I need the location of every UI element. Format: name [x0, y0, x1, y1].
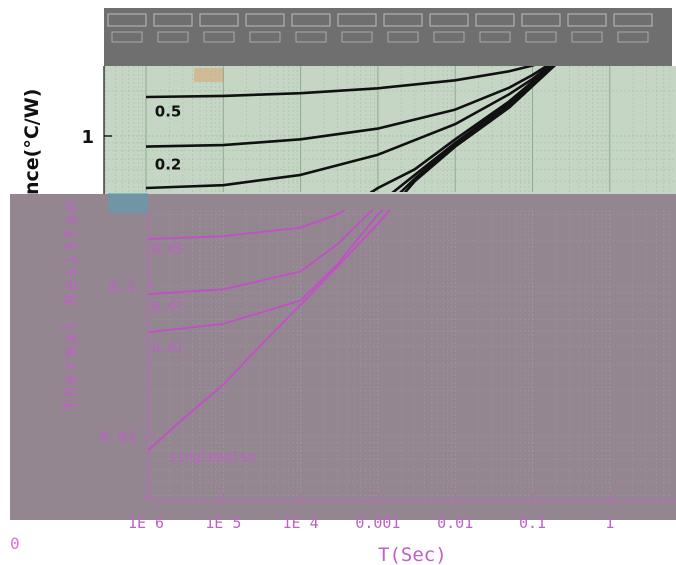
header-texture-block	[107, 13, 147, 27]
series-label: 0.5	[155, 102, 182, 120]
series-label: 0.01	[152, 342, 183, 357]
header-texture-block	[613, 13, 653, 27]
series-label: 0.07	[152, 300, 183, 315]
bottom-top-band	[148, 194, 676, 210]
y-axis-label-top: nce(°C/W)	[21, 89, 43, 195]
header-texture-block	[479, 31, 511, 43]
series-label: 0.2	[155, 155, 182, 173]
header-texture-block	[111, 31, 143, 43]
corner-label: 0	[10, 534, 20, 553]
header-texture-block	[475, 13, 515, 27]
x-tick-label: 0.001	[355, 514, 400, 532]
curve-top-0-07	[391, 66, 554, 192]
y-axis-label-bottom: Thermal Resistan	[61, 198, 81, 410]
header-texture-block	[571, 31, 603, 43]
artifact-block	[194, 68, 224, 82]
curve-top-series-2	[145, 66, 552, 190]
header-texture-block	[429, 13, 469, 27]
series-label: singlepulse	[169, 450, 255, 465]
top-plot-background	[104, 66, 676, 194]
header-texture-block	[525, 31, 557, 43]
artifact-block	[108, 193, 148, 213]
x-tick-label: 0.1	[519, 514, 546, 532]
header-texture-block	[245, 13, 285, 27]
header-texture-block	[153, 13, 193, 27]
curve-bottom-0-01	[148, 210, 384, 334]
header-texture-block	[199, 13, 239, 27]
curve-bottom-0-07	[148, 210, 374, 296]
curve-top-0-5	[145, 66, 536, 99]
header-texture-block	[337, 13, 377, 27]
header-texture-block	[291, 13, 331, 27]
curve-bottom-0-05	[148, 210, 346, 241]
y-tick-label-top: 1	[81, 127, 94, 148]
header-texture-block	[387, 31, 419, 43]
header-texture-block	[521, 13, 561, 27]
x-tick-label: 0.01	[437, 514, 473, 532]
header-texture-block	[249, 31, 281, 43]
x-tick-label: 1	[605, 514, 614, 532]
curve-top-0-05	[369, 66, 554, 192]
header-texture-block	[295, 31, 327, 43]
series-label: 0.05	[152, 242, 183, 257]
bottom-plot-background	[10, 194, 676, 520]
curve-bottom-singlepulse	[148, 210, 392, 452]
curve-top-0-2	[145, 66, 550, 148]
header-texture-block	[383, 13, 423, 27]
header-left-blank	[10, 8, 104, 66]
x-tick-label: 1E 5	[205, 514, 241, 532]
y-tick-label-bottom: 0.1	[109, 278, 136, 296]
curve-top-0-01	[399, 66, 555, 192]
header-texture-block	[567, 13, 607, 27]
top-left-margin	[10, 86, 104, 194]
header-texture-block	[157, 31, 189, 43]
x-axis-label: T(Sec)	[378, 544, 447, 565]
x-tick-label: 1E 4	[283, 514, 319, 532]
y-tick-label-bottom: 0.01	[100, 428, 136, 446]
header-texture-block	[203, 31, 235, 43]
header-texture-block	[617, 31, 649, 43]
curve-top-singlepulse	[403, 66, 556, 192]
header-texture-block	[433, 31, 465, 43]
header-texture-block	[341, 31, 373, 43]
x-tick-label: 1E 6	[128, 514, 164, 532]
